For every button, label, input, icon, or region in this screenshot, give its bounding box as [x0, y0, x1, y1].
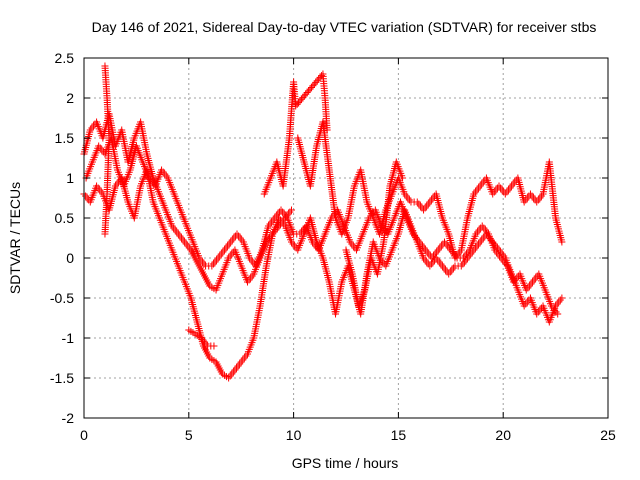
y-tick-label: 1 — [66, 170, 74, 186]
data-point-marker — [295, 99, 303, 107]
y-tick-label: -0.5 — [50, 290, 74, 306]
data-point-marker — [312, 78, 320, 86]
y-tick-label: 2.5 — [55, 50, 75, 66]
chart-title: Day 146 of 2021, Sidereal Day-to-day VTE… — [92, 19, 597, 35]
y-tick-label: 2 — [66, 90, 74, 106]
y-axis-label: SDTVAR / TECUs — [7, 182, 23, 294]
data-point-marker — [288, 206, 296, 214]
data-point-marker — [558, 238, 566, 246]
y-tick-label: 0.5 — [55, 210, 75, 226]
data-point-marker — [554, 310, 562, 318]
x-tick-label: 20 — [495, 427, 511, 443]
data-point-marker — [306, 85, 314, 93]
data-point-marker — [558, 294, 566, 302]
data-point-marker — [303, 89, 311, 97]
data-point-marker — [399, 174, 407, 182]
x-tick-label: 0 — [80, 427, 88, 443]
y-axis-ticks: -2 -1.5 -1 -0.5 0 0.5 1 1.5 2 2.5 — [50, 50, 608, 426]
data-point-marker — [307, 83, 315, 91]
data-point-marker — [323, 126, 331, 134]
y-tick-label: -1.5 — [50, 370, 74, 386]
data-point-marker — [292, 102, 300, 110]
x-tick-label: 5 — [185, 427, 193, 443]
data-point-marker — [316, 73, 324, 81]
data-points — [80, 62, 566, 382]
data-point-marker — [297, 95, 305, 103]
plot-area-frame — [83, 57, 609, 419]
x-tick-label: 15 — [391, 427, 407, 443]
data-point-marker — [313, 77, 321, 85]
grid — [84, 58, 608, 418]
data-point-marker — [296, 97, 304, 105]
x-axis-ticks: 0 5 10 15 20 25 — [80, 58, 616, 443]
data-point-marker — [101, 230, 109, 238]
y-tick-label: -1 — [62, 330, 75, 346]
data-point-marker — [302, 90, 310, 98]
y-tick-label: -2 — [62, 410, 75, 426]
data-point-marker — [293, 100, 301, 108]
data-point-marker — [310, 80, 318, 88]
data-point-marker — [299, 94, 307, 102]
data-point-marker — [305, 87, 313, 95]
data-point-marker — [210, 342, 218, 350]
x-tick-label: 25 — [600, 427, 616, 443]
y-tick-label: 1.5 — [55, 130, 75, 146]
data-point-marker — [309, 82, 317, 90]
y-tick-label: 0 — [66, 250, 74, 266]
x-tick-label: 10 — [286, 427, 302, 443]
data-point-marker — [300, 92, 308, 100]
x-axis-label: GPS time / hours — [292, 455, 399, 471]
